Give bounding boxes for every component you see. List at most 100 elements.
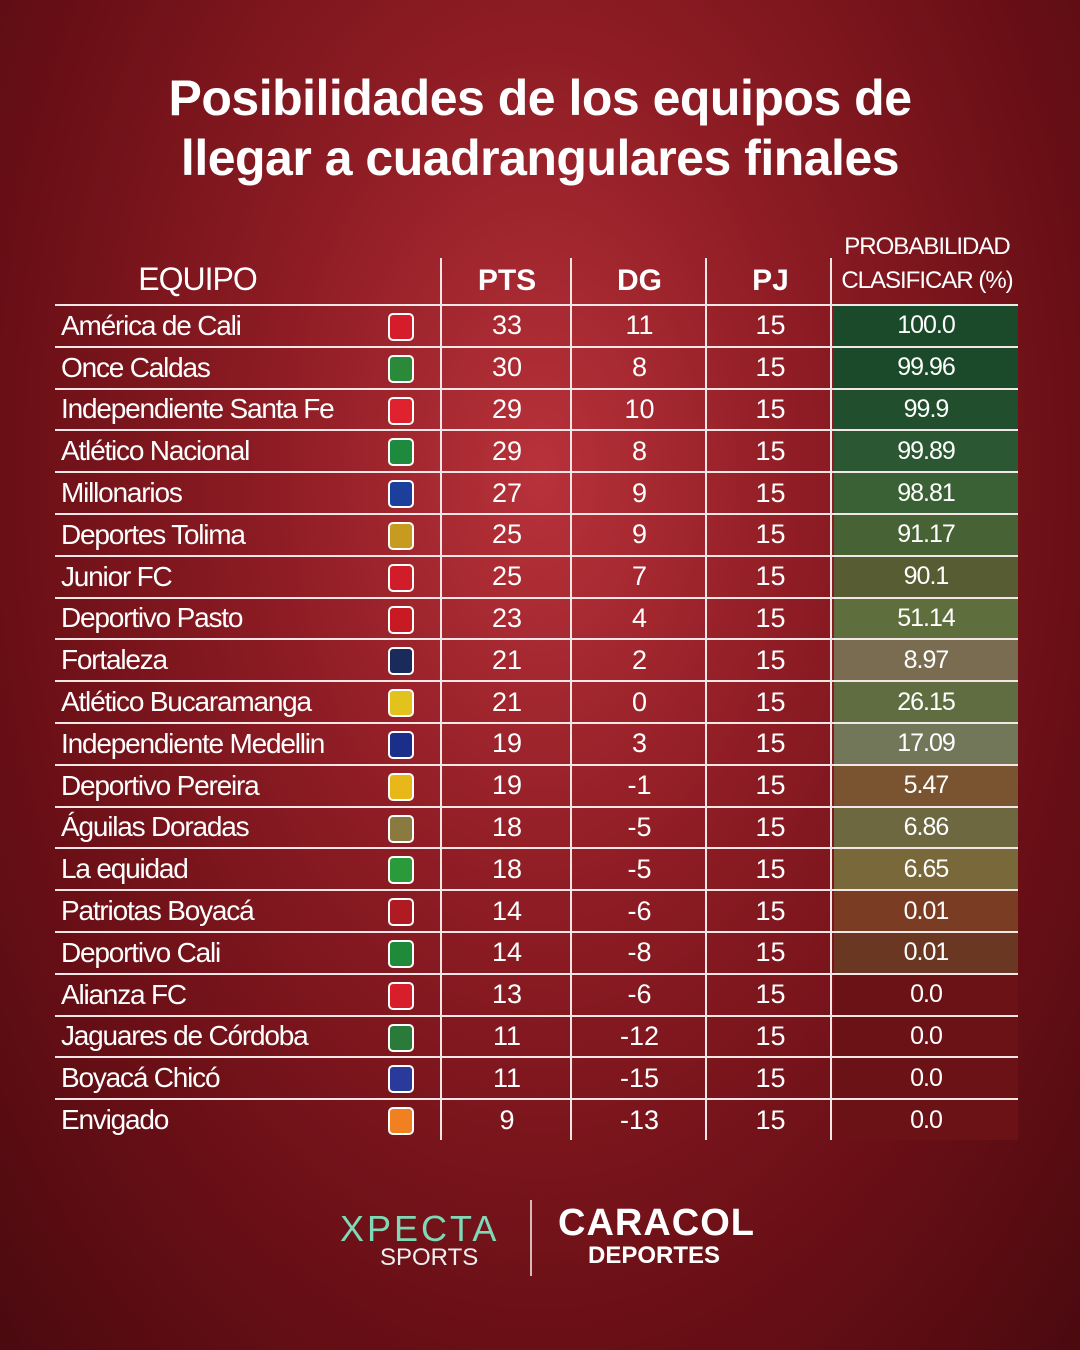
team-name: Boyacá Chicó <box>61 1062 221 1094</box>
table-row: Águilas Doradas 18 -5 15 6.86 <box>55 805 1018 848</box>
table-row: América de Cali 33 11 15 100.0 <box>55 304 1018 346</box>
header-dg: DG <box>617 264 662 297</box>
title-line-1: Posibilidades de los equipos de <box>168 70 913 126</box>
team-crest-icon <box>388 772 414 801</box>
qualify-probability: 98.81 <box>834 473 1018 513</box>
games-played: 15 <box>755 770 786 801</box>
team-name: Deportivo Pasto <box>61 602 243 634</box>
points: 33 <box>491 310 523 341</box>
qualify-probability: 0.0 <box>834 974 1018 1015</box>
team-name: Junior FC <box>61 560 173 592</box>
table-row: Atlético Bucaramanga 21 0 15 26.15 <box>55 680 1018 722</box>
games-played: 15 <box>755 561 786 592</box>
table-row: Patriotas Boyacá 14 -6 15 0.01 <box>55 889 1018 931</box>
team-crest-icon <box>388 647 414 676</box>
goal-difference: 9 <box>631 519 648 550</box>
points: 19 <box>491 728 523 759</box>
team-crest-icon <box>388 856 414 885</box>
team-crest-icon <box>388 605 414 634</box>
team-name: Deportivo Pereira <box>61 769 260 801</box>
table-row: Fortaleza 21 2 15 8.97 <box>55 638 1018 681</box>
table-row: Boyacá Chicó 11 -15 15 0.0 <box>55 1056 1018 1099</box>
qualify-probability: 90.1 <box>834 556 1018 597</box>
table-body: América de Cali 33 11 15 100.0 Once Calda… <box>55 304 1018 1140</box>
qualify-probability: 0.01 <box>834 932 1018 973</box>
team-crest-icon <box>388 396 414 425</box>
games-played: 15 <box>755 477 786 508</box>
table-row: Jaguares de Córdoba 11 -12 15 0.0 <box>55 1014 1018 1057</box>
points: 18 <box>491 853 523 884</box>
goal-difference: -1 <box>627 770 652 801</box>
points: 27 <box>491 477 523 508</box>
points: 23 <box>491 602 523 633</box>
column-divider <box>440 258 442 1140</box>
goal-difference: 4 <box>631 602 648 633</box>
games-played: 15 <box>755 352 786 383</box>
team-crest-icon <box>388 1023 414 1052</box>
points: 29 <box>491 393 523 424</box>
points: 9 <box>499 1104 515 1135</box>
points: 29 <box>491 435 523 466</box>
team-crest-icon <box>388 1107 414 1136</box>
team-name: Millonarios <box>61 477 183 509</box>
qualify-probability: 17.09 <box>834 723 1018 764</box>
goal-difference: -5 <box>627 853 652 884</box>
table-row: Independiente Santa Fe 29 10 15 99.9 <box>55 387 1018 430</box>
logo-separator <box>530 1200 532 1276</box>
qualify-probability: 51.14 <box>834 598 1018 639</box>
table-row: Atlético Nacional 29 8 15 99.89 <box>55 429 1018 472</box>
team-name: Once Caldas <box>61 351 211 383</box>
table-row: Alianza FC 13 -6 15 0.0 <box>55 972 1018 1015</box>
qualify-probability: 0.0 <box>834 1016 1018 1057</box>
points: 18 <box>491 811 523 842</box>
games-played: 15 <box>755 1062 786 1093</box>
qualify-probability: 6.65 <box>834 849 1018 890</box>
qualify-probability: 0.0 <box>834 1058 1018 1099</box>
goal-difference: -6 <box>627 895 652 926</box>
qualify-probability: 0.01 <box>834 891 1018 931</box>
table-row: Independiente Medellin 19 3 15 17.09 <box>55 721 1018 764</box>
caracol-logo: CARACOL <box>558 1202 755 1244</box>
table-row: Millonarios 27 9 15 98.81 <box>55 471 1018 513</box>
goal-difference: 11 <box>625 310 654 341</box>
footer-logos: XPECTA SPORTS CARACOL DEPORTES <box>0 1200 1080 1280</box>
qualify-probability: 8.97 <box>834 640 1018 681</box>
points: 21 <box>491 686 523 717</box>
team-crest-icon <box>388 730 414 759</box>
goal-difference: 3 <box>631 728 648 759</box>
team-name: América de Cali <box>61 309 242 341</box>
team-crest-icon <box>388 898 414 927</box>
qualify-probability: 91.17 <box>834 514 1018 555</box>
goal-difference: 2 <box>631 644 648 675</box>
points: 19 <box>491 770 523 801</box>
header-pj: PJ <box>752 264 789 297</box>
games-played: 15 <box>755 686 786 717</box>
column-divider <box>705 258 707 1140</box>
table-row: Deportivo Cali 14 -8 15 0.01 <box>55 930 1018 973</box>
team-name: La equidad <box>61 853 189 885</box>
points: 30 <box>491 352 523 383</box>
column-divider <box>830 258 832 1140</box>
team-name: Águilas Doradas <box>61 811 250 843</box>
points: 25 <box>491 519 523 550</box>
games-played: 15 <box>755 937 786 968</box>
standings-table: EQUIPO PTS DG PJ PROBABILIDAD CLASIFICAR… <box>55 228 1018 1140</box>
title-line-2: llegar a cuadrangulares finales <box>180 130 900 186</box>
column-divider <box>570 258 572 1140</box>
games-played: 15 <box>755 519 786 550</box>
team-name: Deportivo Cali <box>61 936 221 968</box>
goal-difference: -8 <box>627 937 652 968</box>
goal-difference: -12 <box>619 1020 660 1051</box>
points: 11 <box>492 1020 522 1051</box>
team-name: Alianza FC <box>61 978 187 1010</box>
team-name: Independiente Medellin <box>61 727 325 759</box>
table-row: Once Caldas 30 8 15 99.96 <box>55 345 1018 388</box>
goal-difference: 0 <box>631 686 648 717</box>
team-crest-icon <box>388 313 414 341</box>
games-played: 15 <box>755 728 786 759</box>
team-name: Fortaleza <box>61 644 168 676</box>
header-pts: PTS <box>477 264 537 297</box>
qualify-probability: 0.0 <box>834 1100 1018 1140</box>
games-played: 15 <box>755 644 786 675</box>
table-row: Deportes Tolima 25 9 15 91.17 <box>55 512 1018 555</box>
